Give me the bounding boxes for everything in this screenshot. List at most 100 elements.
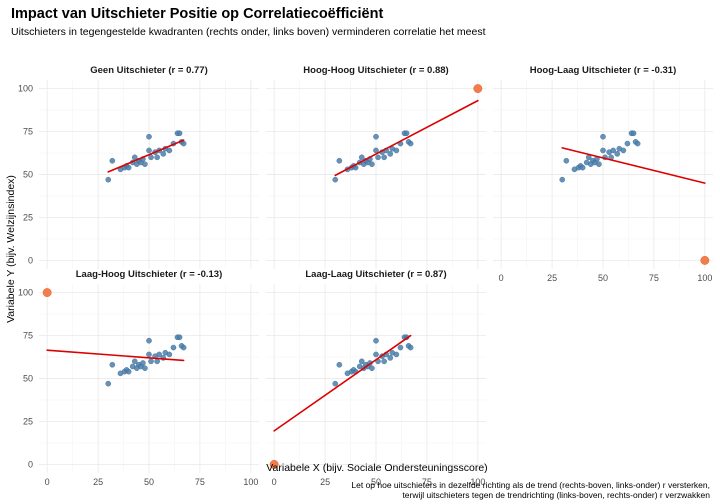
x-tick-label: 75: [422, 477, 432, 487]
data-point: [336, 157, 343, 164]
x-tick-label: 25: [547, 273, 557, 283]
data-point: [579, 164, 586, 171]
data-point: [387, 151, 394, 157]
data-point: [369, 161, 375, 167]
x-tick-label: 0: [499, 273, 504, 283]
data-point: [166, 351, 173, 358]
data-point: [381, 154, 387, 161]
data-point: [140, 360, 146, 366]
data-point: [166, 147, 173, 154]
regression-line: [334, 99, 479, 177]
y-tick-label: 100: [18, 288, 33, 298]
data-point: [148, 358, 154, 365]
data-point: [563, 157, 570, 164]
panel-4: Laag-Hoog Uitschieter (r = -0.13) 0 25 50 75…: [18, 269, 259, 487]
data-point: [109, 157, 116, 164]
data-point: [624, 140, 631, 147]
y-axis-title: Variabele Y (bijv. Welzijnsindex): [5, 175, 17, 323]
data-point: [373, 147, 379, 154]
outlier-point: [42, 288, 52, 298]
data-point: [125, 164, 132, 171]
x-tick-label: 100: [697, 273, 712, 283]
outlier-point: [700, 255, 710, 265]
data-point: [146, 351, 152, 358]
x-tick-label: 75: [649, 273, 659, 283]
data-point: [176, 130, 183, 137]
x-tick-label: 25: [320, 477, 330, 487]
data-point: [160, 151, 167, 157]
panel-title: Laag-Hoog Uitschieter (r = -0.13): [76, 269, 223, 280]
data-point: [142, 161, 148, 167]
x-tick-label: 25: [93, 477, 103, 487]
panel-5: Laag-Laag Uitschieter (r = 0.87) 0 25 50 75 1…: [266, 269, 486, 487]
data-point: [180, 344, 187, 351]
data-point: [600, 147, 606, 154]
caption-line-2: terwijl uitschieters tegen de trendricht…: [402, 490, 710, 500]
data-point: [105, 380, 112, 387]
data-point: [373, 351, 379, 358]
data-point: [614, 151, 621, 157]
x-tick-label: 75: [195, 477, 205, 487]
data-point: [403, 130, 410, 137]
data-point: [154, 154, 160, 161]
data-point: [176, 334, 183, 341]
data-point: [393, 147, 400, 154]
x-tick-label: 50: [598, 273, 608, 283]
x-tick-label: 0: [45, 477, 50, 487]
data-point: [125, 368, 132, 375]
chart-subtitle: Uitschieters in tegengestelde kwadranten…: [11, 26, 486, 38]
panel-3: Hoog-Laag Uitschieter (r = -0.31) 0 25 50 75…: [493, 65, 713, 283]
data-point: [131, 358, 138, 365]
data-point: [610, 147, 616, 154]
y-tick-label: 50: [23, 374, 33, 384]
y-tick-label: 25: [23, 416, 33, 426]
data-point: [381, 358, 387, 365]
data-point: [620, 147, 627, 154]
data-point: [105, 176, 112, 183]
data-point: [109, 361, 116, 368]
y-tick-label: 50: [23, 170, 33, 180]
data-point: [596, 161, 602, 167]
data-point: [154, 358, 160, 365]
y-tick-label: 0: [28, 459, 33, 469]
y-tick-label: 0: [28, 255, 33, 265]
facet-panels: Geen Uitschieter (r = 0.77) 0 25 50 75 100 Hoo…: [18, 65, 713, 487]
panel-title: Laag-Laag Uitschieter (r = 0.87): [305, 269, 446, 280]
regression-line: [107, 139, 185, 173]
panel-title: Hoog-Hoog Uitschieter (r = 0.88): [303, 65, 448, 76]
data-point: [146, 133, 152, 140]
x-tick-label: 50: [371, 477, 381, 487]
y-tick-label: 75: [23, 127, 33, 137]
data-point: [332, 380, 339, 387]
outlier-point: [269, 459, 279, 469]
y-tick-label: 25: [23, 212, 33, 222]
regression-line: [561, 147, 706, 184]
data-point: [332, 176, 339, 183]
data-point: [146, 147, 152, 154]
data-point: [373, 337, 379, 344]
data-point: [634, 140, 641, 147]
data-point: [358, 154, 365, 161]
data-point: [407, 344, 414, 351]
y-tick-label: 75: [23, 331, 33, 341]
data-point: [375, 154, 381, 161]
caption-line-1: Let op hoe uitschieters in dezelfde rich…: [351, 480, 710, 490]
data-point: [142, 365, 148, 371]
panel-title: Geen Uitschieter (r = 0.77): [90, 65, 207, 76]
regression-line: [46, 349, 185, 362]
data-point: [373, 133, 379, 140]
data-point: [600, 133, 606, 140]
data-point: [146, 337, 152, 344]
x-tick-label: 0: [272, 477, 277, 487]
data-point: [397, 344, 404, 351]
x-axis-title: Variabele X (bijv. Sociale Ondersteuning…: [266, 462, 487, 474]
y-tick-label: 100: [18, 84, 33, 94]
data-point: [630, 130, 637, 137]
x-tick-label: 50: [144, 477, 154, 487]
outlier-point: [473, 84, 483, 94]
data-point: [407, 140, 414, 147]
x-tick-label: 100: [470, 477, 485, 487]
panel-2: Hoog-Hoog Uitschieter (r = 0.88): [266, 65, 486, 269]
data-point: [336, 361, 343, 368]
